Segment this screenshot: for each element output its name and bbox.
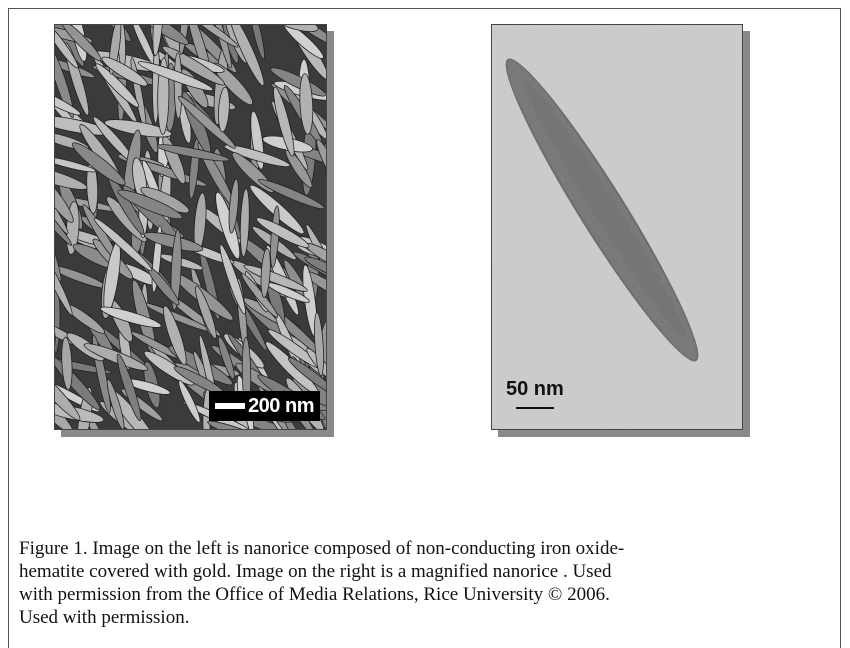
nanorice-grain xyxy=(273,86,295,157)
nanorice-grain xyxy=(207,420,279,429)
nanorice-grain xyxy=(61,336,73,391)
nanorice-grain xyxy=(217,336,235,380)
nanorice-grain xyxy=(137,61,214,91)
nanorice-grain xyxy=(55,163,88,190)
scale-bar-label: 50 nm xyxy=(506,378,564,400)
caption-line: hematite covered with gold. Image on the… xyxy=(19,561,612,582)
nanorice-grain xyxy=(178,380,201,423)
nanorice-grain xyxy=(55,245,73,316)
nanorice-grain xyxy=(274,25,319,33)
sem-image-nanorice-array: 200 nm xyxy=(54,24,327,430)
nanorice-grain xyxy=(258,178,325,210)
nanorice-grain xyxy=(55,366,81,421)
nanorice-grain xyxy=(299,73,314,135)
nanorice-grain xyxy=(177,95,236,149)
caption-line: Used with permission. xyxy=(19,607,190,628)
nanorice-grain xyxy=(55,175,74,223)
nanorice-grain xyxy=(55,44,75,118)
nanorice-grain xyxy=(55,213,62,282)
nanorice-grain xyxy=(243,264,308,292)
nanorice-grain xyxy=(239,188,250,257)
nanorice-grain xyxy=(95,63,140,108)
nanorice-grain xyxy=(83,343,149,371)
nanorice-grain xyxy=(260,247,271,298)
nanorice-grain xyxy=(287,357,326,395)
single-nanorice-graphic xyxy=(492,25,742,429)
scale-bar-200nm: 200 nm xyxy=(209,391,320,421)
caption-line: with permission from the Office of Media… xyxy=(19,584,610,605)
nanorice-grain xyxy=(219,244,246,315)
nanorice-grain xyxy=(229,25,265,86)
nanorice-grain xyxy=(156,144,230,162)
nanorice-grain xyxy=(55,155,97,173)
figure-caption: Figure 1. Image on the left is nanorice … xyxy=(19,537,809,629)
nanorice-grain xyxy=(55,166,69,235)
nanorice-grain xyxy=(282,25,324,59)
nanorice-grain xyxy=(170,229,182,311)
figure-frame xyxy=(8,8,841,648)
nanorice-grain xyxy=(106,379,125,429)
nanorice-grain xyxy=(223,144,291,167)
scale-bar-50nm: 50 nm xyxy=(506,378,564,409)
nanorice-grain xyxy=(100,306,162,328)
nanorice-grain xyxy=(256,217,310,248)
nanorice-grain xyxy=(116,353,142,422)
caption-line: Figure 1. Image on the left is nanorice … xyxy=(19,538,625,559)
nanorice-grain xyxy=(185,25,239,48)
nanorice-grain xyxy=(163,305,187,366)
nanorice-grain xyxy=(72,142,126,186)
nanorice-grain xyxy=(228,178,239,234)
nanorice-grain xyxy=(270,67,326,97)
nanorice-grain xyxy=(250,25,265,60)
scale-bar-label: 200 nm xyxy=(248,394,314,417)
nanorice-grain xyxy=(314,312,324,377)
nanorice-grain xyxy=(101,56,148,87)
nanorice-grain xyxy=(195,285,217,339)
nanorice-grain xyxy=(304,256,326,279)
nanorice-grain xyxy=(55,187,73,246)
nanorice-grain xyxy=(55,85,81,116)
nanorice-grain xyxy=(61,25,102,62)
nanorice-grain xyxy=(173,52,183,119)
nanorice-grain xyxy=(117,189,183,220)
scale-bar-line xyxy=(215,403,246,409)
nanorice-array-graphic xyxy=(55,25,326,429)
nanorice-grain xyxy=(55,25,79,69)
nanorice-grain xyxy=(93,217,153,272)
nanorice-grain xyxy=(143,350,195,386)
nanorice-grain xyxy=(152,25,165,57)
nanorice-grain xyxy=(316,139,326,194)
nanorice-grain xyxy=(218,86,230,133)
scale-bar-line xyxy=(516,407,554,409)
tem-image-single-nanorice: 50 nm xyxy=(491,24,743,430)
